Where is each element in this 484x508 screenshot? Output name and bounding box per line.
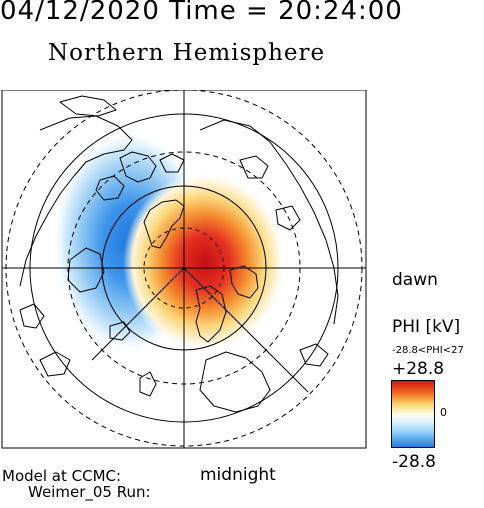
coast-arctic-islands-2 <box>95 175 125 201</box>
coast-severnaya <box>239 155 269 179</box>
credit-model: Model at CCMC: <box>2 467 122 485</box>
meridian-lines <box>2 90 366 448</box>
colorbar-range: -28.8<PHI<27 <box>392 345 464 356</box>
coast-iceland <box>109 321 131 341</box>
meridian-diagonal-2 <box>91 267 185 361</box>
coast-hudson-bay <box>67 247 105 293</box>
meridian-diagonal <box>183 267 309 393</box>
coastlines <box>19 95 339 413</box>
coast-island-west <box>39 351 71 377</box>
colorbar <box>391 380 435 448</box>
coast-alaska <box>59 95 117 117</box>
page-title: Northern Hemisphere <box>48 40 326 66</box>
coast-island-east <box>299 343 329 367</box>
coast-british-isles <box>139 371 157 397</box>
coast-novaya-zemlya <box>229 265 259 299</box>
coast-europe <box>199 351 271 413</box>
timestamp: 04/12/2020 Time = 20:24:00 <box>0 0 403 26</box>
dawn-label: dawn <box>392 270 438 290</box>
midnight-label: midnight <box>200 465 276 485</box>
coast-arctic-islands-3 <box>159 153 185 173</box>
colorbar-zero-label: 0 <box>440 406 447 419</box>
coast-island-west-2 <box>19 303 45 329</box>
coast-arctic-islands <box>119 151 157 183</box>
colorbar-min-label: -28.8 <box>392 452 436 472</box>
polar-map <box>1 90 367 449</box>
coast-north-america <box>19 115 133 287</box>
colorbar-max-label: +28.8 <box>392 359 445 379</box>
coast-greenland <box>143 199 185 249</box>
coast-siberia <box>199 119 339 325</box>
positive-potential-cell <box>123 172 287 352</box>
coast-scandinavia <box>195 285 227 343</box>
coast-new-siberian <box>275 205 301 231</box>
colorbar-title: PHI [kV] <box>392 317 461 337</box>
credit-run: Weimer_05 Run: <box>28 483 151 501</box>
